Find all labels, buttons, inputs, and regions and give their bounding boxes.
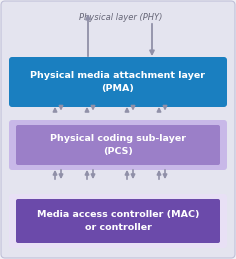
FancyBboxPatch shape	[9, 57, 227, 107]
FancyBboxPatch shape	[9, 120, 227, 170]
FancyBboxPatch shape	[9, 194, 227, 248]
FancyBboxPatch shape	[16, 125, 220, 165]
Text: Media access controller (MAC)
or controller: Media access controller (MAC) or control…	[37, 210, 199, 232]
FancyBboxPatch shape	[16, 199, 220, 243]
Text: Physical coding sub-layer
(PCS): Physical coding sub-layer (PCS)	[50, 134, 186, 156]
Text: Physical media attachment layer
(PMA): Physical media attachment layer (PMA)	[30, 71, 206, 93]
Text: Physical layer (PHY): Physical layer (PHY)	[79, 12, 162, 21]
